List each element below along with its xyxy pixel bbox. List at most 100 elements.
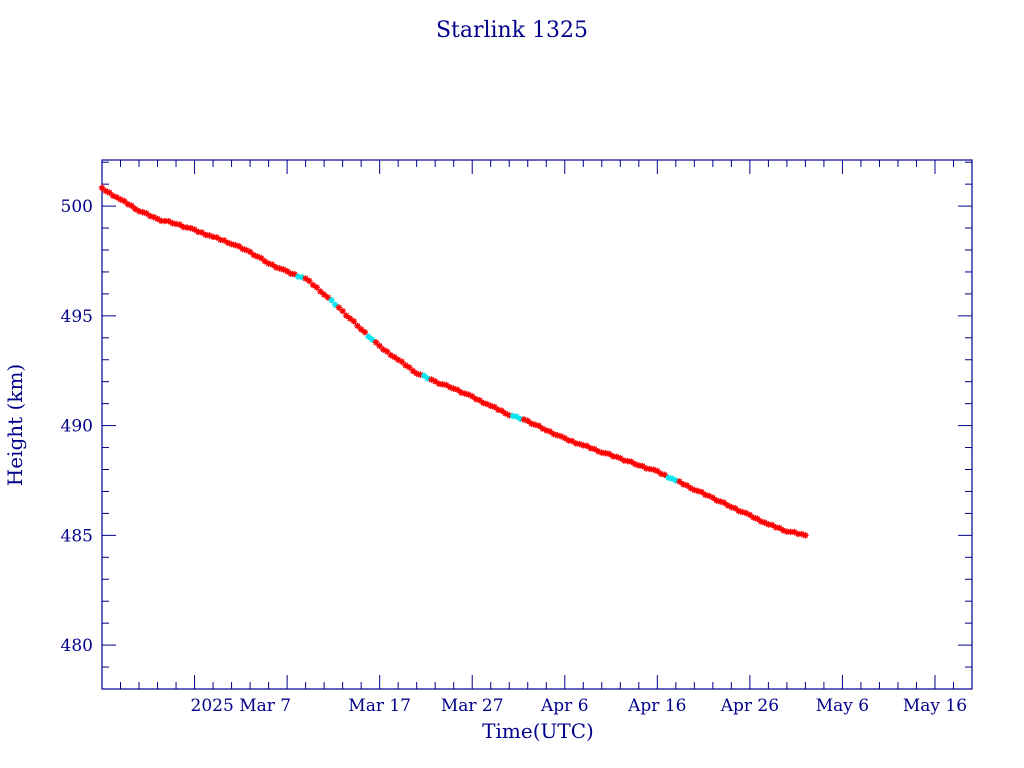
data-point: [409, 367, 417, 375]
data-point: [772, 524, 779, 531]
data-point: [509, 412, 517, 420]
data-point: [102, 187, 109, 195]
data-point: [235, 243, 243, 250]
data-point: [376, 342, 383, 350]
data-point: [361, 328, 369, 336]
data-point: [531, 421, 539, 428]
data-point: [283, 268, 291, 275]
data-point: [109, 192, 117, 200]
data-point: [195, 228, 202, 236]
data-point: [280, 266, 287, 273]
data-point: [798, 530, 805, 538]
data-point: [180, 223, 187, 231]
data-point: [724, 502, 731, 509]
data-point: [728, 503, 735, 511]
data-point: [228, 240, 235, 248]
data-point: [209, 233, 217, 241]
data-point: [483, 400, 491, 408]
data-point: [402, 362, 409, 369]
data-point: [187, 225, 195, 232]
data-point: [287, 270, 295, 277]
data-point: [291, 271, 298, 278]
y-tick-label: 500: [61, 197, 93, 217]
data-point: [661, 471, 668, 479]
data-point: [609, 453, 617, 460]
data-point: [720, 499, 728, 506]
data-point: [491, 403, 498, 411]
data-point: [206, 232, 213, 239]
y-tick-label: 490: [61, 417, 93, 437]
data-point: [683, 482, 691, 489]
data-point: [602, 450, 609, 457]
data-point: [387, 351, 394, 359]
data-point: [783, 528, 791, 535]
data-point: [691, 486, 698, 494]
data-point: [202, 231, 209, 239]
data-point: [576, 440, 583, 448]
data-point: [276, 265, 283, 272]
axis-ticks: [101, 160, 973, 690]
x-tick-labels: 2025 Mar 7 Mar 17 Mar 27 Apr 6 Apr 16 Apr 26 M…: [191, 696, 968, 716]
data-point: [794, 530, 802, 538]
data-point: [335, 304, 343, 311]
data-point: [261, 258, 269, 265]
data-point: [239, 245, 246, 253]
data-point: [472, 395, 480, 403]
data-point: [702, 491, 709, 499]
x-tick-label: May 16: [903, 696, 967, 716]
data-point: [476, 397, 483, 404]
data-point: [420, 372, 428, 379]
data-point: [357, 326, 365, 333]
data-point: [561, 434, 568, 442]
data-point: [254, 253, 261, 260]
data-point: [443, 381, 450, 389]
data-point: [158, 217, 165, 225]
data-point: [480, 399, 487, 407]
data-point: [457, 389, 465, 396]
data-point: [557, 433, 565, 440]
data-point: [498, 407, 506, 414]
data-point: [694, 487, 702, 495]
data-point: [739, 508, 746, 516]
data-point: [776, 524, 783, 532]
data-point: [317, 288, 324, 295]
plot-frame: [101, 159, 973, 690]
data-point: [324, 294, 332, 301]
x-tick-label: Mar 17: [348, 696, 411, 716]
data-point: [172, 220, 180, 228]
data-point: [680, 481, 687, 488]
data-point: [257, 254, 265, 262]
data-point: [761, 519, 768, 526]
data-point: [746, 511, 754, 519]
x-tick-label: May 6: [816, 696, 869, 716]
data-point: [413, 370, 420, 377]
data-point: [272, 264, 280, 271]
data-point: [594, 448, 602, 455]
data-point: [183, 224, 191, 231]
data-point: [439, 381, 446, 388]
data-point: [754, 515, 761, 522]
data-point: [391, 353, 398, 361]
series-line: [101, 188, 806, 536]
data-point: [139, 209, 146, 216]
data-point: [113, 194, 121, 201]
data-point: [465, 391, 472, 398]
data-point: [461, 390, 469, 397]
data-point: [191, 226, 198, 233]
data-point: [117, 196, 124, 203]
data-point: [568, 437, 576, 445]
data-point: [135, 207, 143, 215]
data-point: [650, 466, 657, 473]
data-point: [513, 413, 520, 420]
data-point: [735, 507, 742, 515]
data-point: [620, 457, 628, 464]
data-point: [494, 406, 502, 413]
data-point: [779, 527, 787, 534]
data-point: [406, 364, 413, 371]
data-point: [731, 505, 739, 512]
data-point: [417, 371, 424, 378]
data-point: [124, 201, 132, 208]
data-point: [143, 210, 150, 217]
chart-title: Starlink 1325: [436, 18, 588, 43]
